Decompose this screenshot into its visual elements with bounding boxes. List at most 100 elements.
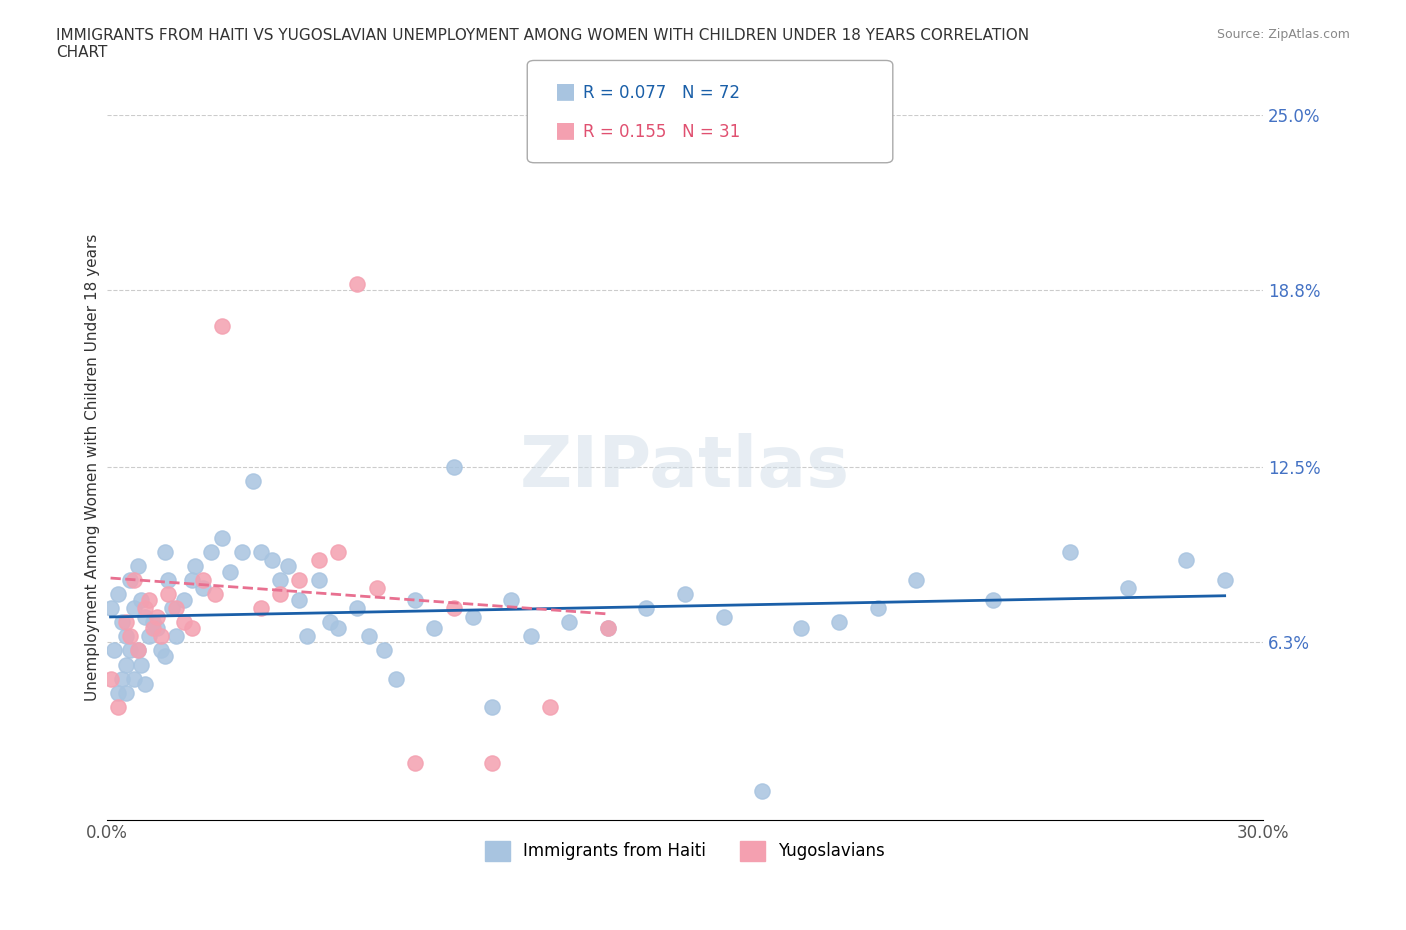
Point — [122, 671, 145, 686]
Point — [107, 699, 129, 714]
Point — [146, 620, 169, 635]
Point — [211, 319, 233, 334]
Point — [118, 573, 141, 588]
Point — [443, 459, 465, 474]
Text: R = 0.077   N = 72: R = 0.077 N = 72 — [583, 84, 741, 102]
Point — [346, 601, 368, 616]
Point — [100, 601, 122, 616]
Point — [138, 592, 160, 607]
Point — [385, 671, 408, 686]
Point — [173, 615, 195, 630]
Point — [308, 552, 330, 567]
Point — [191, 581, 214, 596]
Point — [481, 756, 503, 771]
Point — [115, 685, 138, 700]
Point — [219, 79, 242, 94]
Point — [905, 573, 928, 588]
Point — [165, 629, 187, 644]
Point — [288, 573, 311, 588]
Y-axis label: Unemployment Among Women with Children Under 18 years: Unemployment Among Women with Children U… — [86, 233, 100, 701]
Point — [277, 559, 299, 574]
Point — [519, 629, 541, 644]
Point — [346, 276, 368, 291]
Point — [146, 609, 169, 624]
Point — [983, 592, 1005, 607]
Point — [326, 620, 349, 635]
Point — [134, 677, 156, 692]
Point — [357, 629, 380, 644]
Point — [118, 643, 141, 658]
Point — [1116, 581, 1139, 596]
Point — [149, 629, 172, 644]
Point — [157, 573, 180, 588]
Point — [200, 544, 222, 559]
Point — [157, 587, 180, 602]
Point — [596, 620, 619, 635]
Point — [138, 629, 160, 644]
Point — [160, 601, 183, 616]
Point — [191, 573, 214, 588]
Point — [115, 629, 138, 644]
Point — [180, 573, 202, 588]
Point — [180, 620, 202, 635]
Point — [134, 609, 156, 624]
Point — [501, 592, 523, 607]
Text: ■: ■ — [555, 120, 576, 140]
Point — [1175, 552, 1198, 567]
Point — [204, 587, 226, 602]
Point — [127, 559, 149, 574]
Point — [118, 629, 141, 644]
Point — [319, 615, 342, 630]
Point — [211, 530, 233, 545]
Text: Source: ZipAtlas.com: Source: ZipAtlas.com — [1216, 28, 1350, 41]
Text: R = 0.155   N = 31: R = 0.155 N = 31 — [583, 123, 741, 141]
Point — [219, 565, 242, 579]
Point — [153, 648, 176, 663]
Point — [789, 620, 811, 635]
Point — [131, 658, 153, 672]
Point — [295, 629, 318, 644]
Point — [443, 601, 465, 616]
Point — [103, 643, 125, 658]
Point — [127, 643, 149, 658]
Point — [673, 587, 696, 602]
Point — [326, 544, 349, 559]
Point — [713, 609, 735, 624]
Point — [142, 620, 165, 635]
Point — [149, 643, 172, 658]
Point — [127, 643, 149, 658]
Point — [122, 601, 145, 616]
Point — [404, 756, 426, 771]
Point — [596, 620, 619, 635]
Point — [558, 615, 581, 630]
Point — [538, 699, 561, 714]
Point — [111, 615, 134, 630]
Text: IMMIGRANTS FROM HAITI VS YUGOSLAVIAN UNEMPLOYMENT AMONG WOMEN WITH CHILDREN UNDE: IMMIGRANTS FROM HAITI VS YUGOSLAVIAN UNE… — [56, 28, 1029, 60]
Point — [250, 544, 273, 559]
Point — [269, 573, 291, 588]
Point — [134, 601, 156, 616]
Point — [250, 601, 273, 616]
Point — [111, 671, 134, 686]
Point — [308, 573, 330, 588]
Point — [366, 581, 388, 596]
Point — [173, 592, 195, 607]
Point — [636, 601, 658, 616]
Point — [1213, 573, 1236, 588]
Point — [461, 609, 484, 624]
Point — [866, 601, 889, 616]
Point — [404, 592, 426, 607]
Point — [184, 559, 207, 574]
Text: ■: ■ — [555, 81, 576, 101]
Point — [100, 671, 122, 686]
Point — [131, 592, 153, 607]
Point — [122, 573, 145, 588]
Point — [107, 685, 129, 700]
Point — [231, 544, 253, 559]
Point — [828, 615, 851, 630]
Point — [269, 587, 291, 602]
Point — [165, 601, 187, 616]
Point — [262, 552, 284, 567]
Point — [481, 699, 503, 714]
Point — [115, 658, 138, 672]
